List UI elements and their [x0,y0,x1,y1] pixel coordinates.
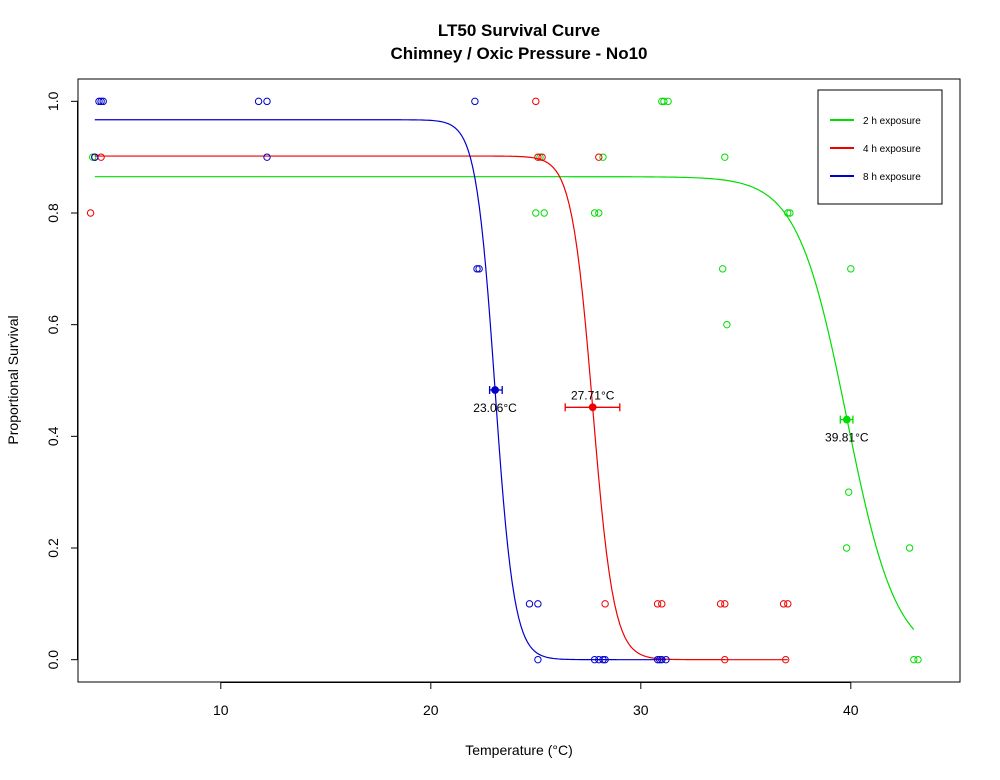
data-point [599,153,607,161]
fit-curve [94,119,666,661]
lt50-label: 23.06°C [473,401,517,415]
data-point [784,600,792,608]
data-point [845,488,853,496]
data-point [721,655,729,664]
data-point [590,209,599,217]
data-point [599,655,607,664]
data-point [721,600,729,608]
data-point [653,600,662,608]
data-point [842,544,851,552]
fit-curve [94,176,915,630]
y-tick-label: 0.8 [45,203,61,223]
x-tick-label: 20 [423,702,439,718]
data-point [532,97,540,106]
y-tick-label: 0.4 [45,426,61,446]
data-point [99,97,107,106]
y-axis-label: Proportional Survival [5,315,21,444]
data-point [534,600,542,608]
data-point [786,209,794,217]
legend-label-2h: 2 h exposure [863,116,921,127]
legend-box [817,89,943,205]
chart-title: LT50 Survival Curve [438,21,600,40]
data-point [601,600,609,608]
data-point [595,209,603,217]
data-point [536,153,544,161]
x-tick-label: 40 [843,702,859,718]
data-point [910,655,918,664]
data-point [782,655,790,664]
data-point [784,209,792,217]
lt50-label: 39.81°C [825,431,869,445]
y-tick-label: 0.0 [45,650,61,670]
data-point [664,97,672,106]
data-point [653,655,662,664]
y-tick-label: 0.6 [45,315,61,335]
data-point [534,655,542,664]
data-point [723,320,731,329]
lt50-point [842,415,851,424]
data-point [534,153,542,161]
data-point [532,209,540,217]
x-tick-label: 30 [633,702,649,718]
data-point [97,97,105,106]
chart-subtitle: Chimney / Oxic Pressure - No10 [391,44,648,63]
data-point [475,265,483,273]
data-point [662,655,670,664]
data-point [263,97,271,106]
fit-curve [94,155,788,661]
legend: 2 h exposure 4 h exposure 8 h exposure [817,89,943,205]
axes-layer: 10 20 30 40 0.0 0.2 0.4 0.6 0.8 1.0 [45,91,859,718]
data-point [721,153,729,161]
data-point [540,209,548,217]
lt50-label: 27.71°C [571,388,615,402]
x-tick-label: 10 [213,702,229,718]
data-point [905,544,914,552]
data-point [590,655,599,664]
lt50-point [491,386,499,394]
data-point [86,209,95,217]
data-point [254,97,263,106]
data-point [601,655,609,664]
data-point [716,600,725,608]
data-point [473,265,481,273]
data-point [89,153,97,161]
plot-data-layer: 39.81°C 27.71°C 23.06°C [86,97,922,664]
lt50-point [588,403,597,412]
plot-frame [77,78,961,683]
data-point [95,97,103,106]
legend-label-8h: 8 h exposure [863,172,921,183]
data-point [847,265,855,273]
data-point [658,655,666,664]
data-point [538,153,546,161]
data-point [263,153,271,161]
data-point [97,153,105,161]
data-point [91,153,99,161]
legend-label-4h: 4 h exposure [863,144,921,155]
data-point [719,265,727,273]
data-point [471,97,479,106]
x-axis-label: Temperature (°C) [465,742,573,758]
data-point [525,600,534,608]
data-point [660,97,668,106]
data-point [779,600,788,608]
data-point [914,655,922,664]
data-point [595,153,603,161]
y-tick-label: 1.0 [45,91,61,111]
y-tick-label: 0.2 [45,538,61,558]
data-point [658,600,666,608]
